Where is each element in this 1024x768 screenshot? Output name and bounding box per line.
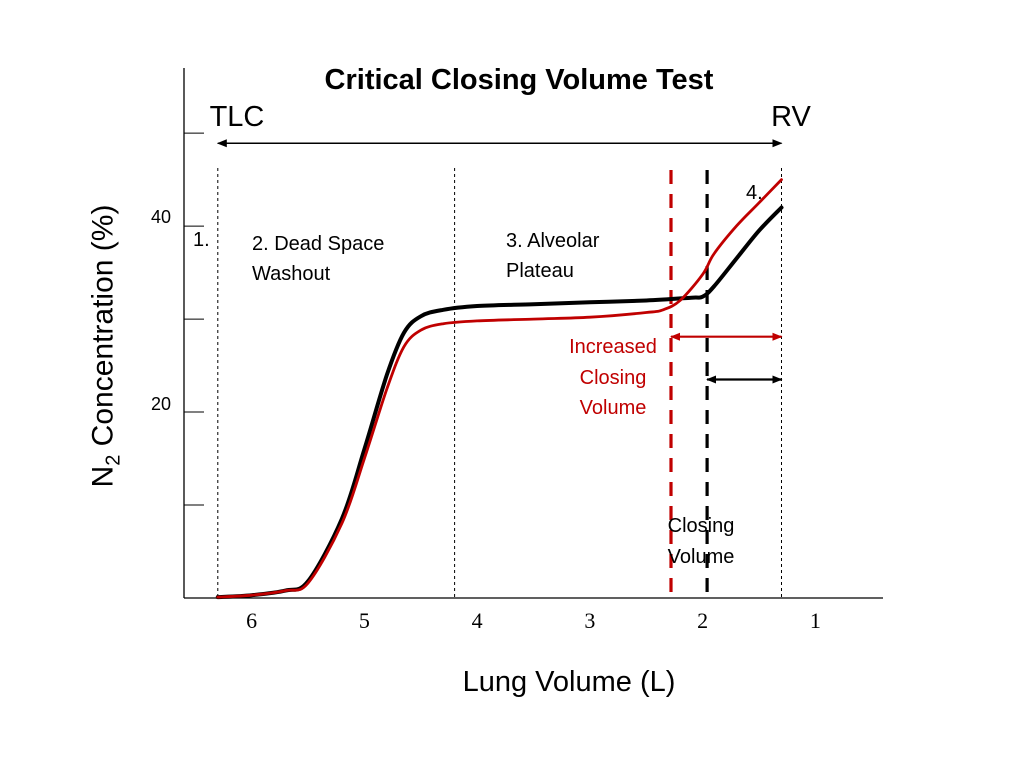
y-axis-label: N2 Concentration (%) — [86, 204, 125, 488]
x-axis-label: Lung Volume (L) — [463, 666, 676, 698]
phase2-label-line1: 2. Dead Space — [252, 233, 384, 255]
range-arrows — [216, 139, 783, 384]
tlc-label: TLC — [210, 101, 265, 133]
x-tick-label-4: 4 — [472, 608, 483, 633]
y-tick-label-20: 20 — [151, 394, 171, 414]
closing-volume-line1: Closing — [668, 515, 735, 537]
increased-closing-volume-line2: Closing — [580, 367, 647, 389]
rv-label: RV — [771, 101, 811, 133]
phase3-label-line1: 3. Alveolar — [506, 230, 600, 252]
y-tick-label-40: 40 — [151, 207, 171, 227]
x-tick-label-1: 1 — [810, 608, 821, 633]
phase1-label: 1. — [193, 229, 210, 251]
x-tick-label-2: 2 — [697, 608, 708, 633]
phase2-label-line2: Washout — [252, 263, 331, 285]
increased-closing-volume-line1: Increased — [569, 336, 657, 358]
closing-volume-line2: Volume — [668, 546, 735, 568]
phase3-label-line2: Plateau — [506, 260, 574, 282]
x-tick-label-5: 5 — [359, 608, 370, 633]
increased-closing-volume-line3: Volume — [580, 397, 647, 419]
y-ticks — [184, 132, 204, 506]
chart-title: Critical Closing Volume Test — [325, 64, 714, 96]
x-tick-label-3: 3 — [584, 608, 595, 633]
phase4-label: 4. — [746, 182, 763, 204]
increased-closing-curve — [216, 178, 783, 599]
series-lines — [215, 178, 784, 600]
x-tick-label-6: 6 — [246, 608, 257, 633]
